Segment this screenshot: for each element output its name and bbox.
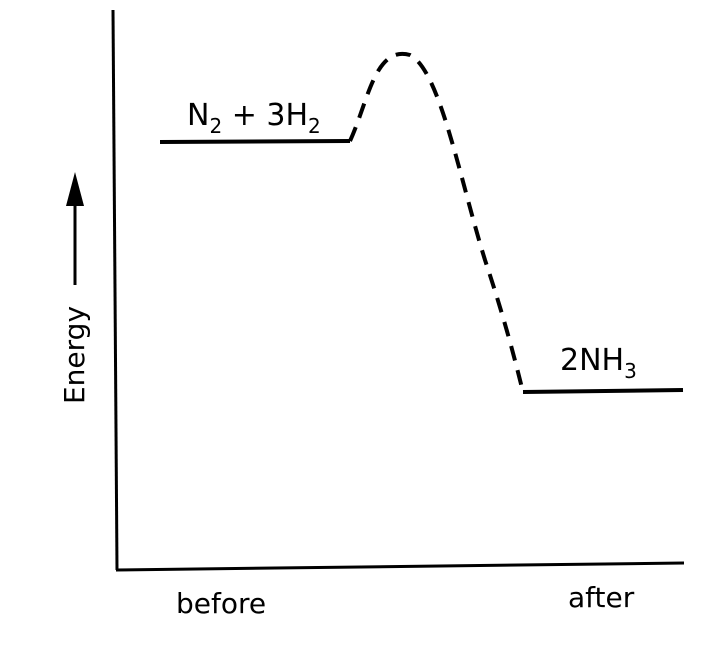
- reactants-label: N2 + 3H2: [187, 98, 321, 138]
- reactant-n: N: [187, 98, 209, 133]
- x-axis: [115, 561, 685, 572]
- y-axis-label: Energy: [58, 306, 91, 404]
- x-end-label: after: [568, 581, 635, 614]
- products-label: 2NH3: [560, 343, 637, 383]
- reactant-plus-3h: + 3H: [222, 98, 308, 133]
- product-level: [522, 388, 684, 394]
- product-h-subscript: 3: [624, 359, 637, 383]
- x-start-label: before: [176, 587, 266, 620]
- reactant-level: [159, 139, 351, 144]
- product-nh: 2NH: [560, 343, 624, 378]
- reactant-h-subscript: 2: [308, 114, 321, 138]
- activation-curve: [348, 51, 525, 393]
- reactant-n-subscript: 2: [209, 114, 222, 138]
- energy-arrow-head: [66, 172, 84, 206]
- y-axis: [111, 9, 119, 571]
